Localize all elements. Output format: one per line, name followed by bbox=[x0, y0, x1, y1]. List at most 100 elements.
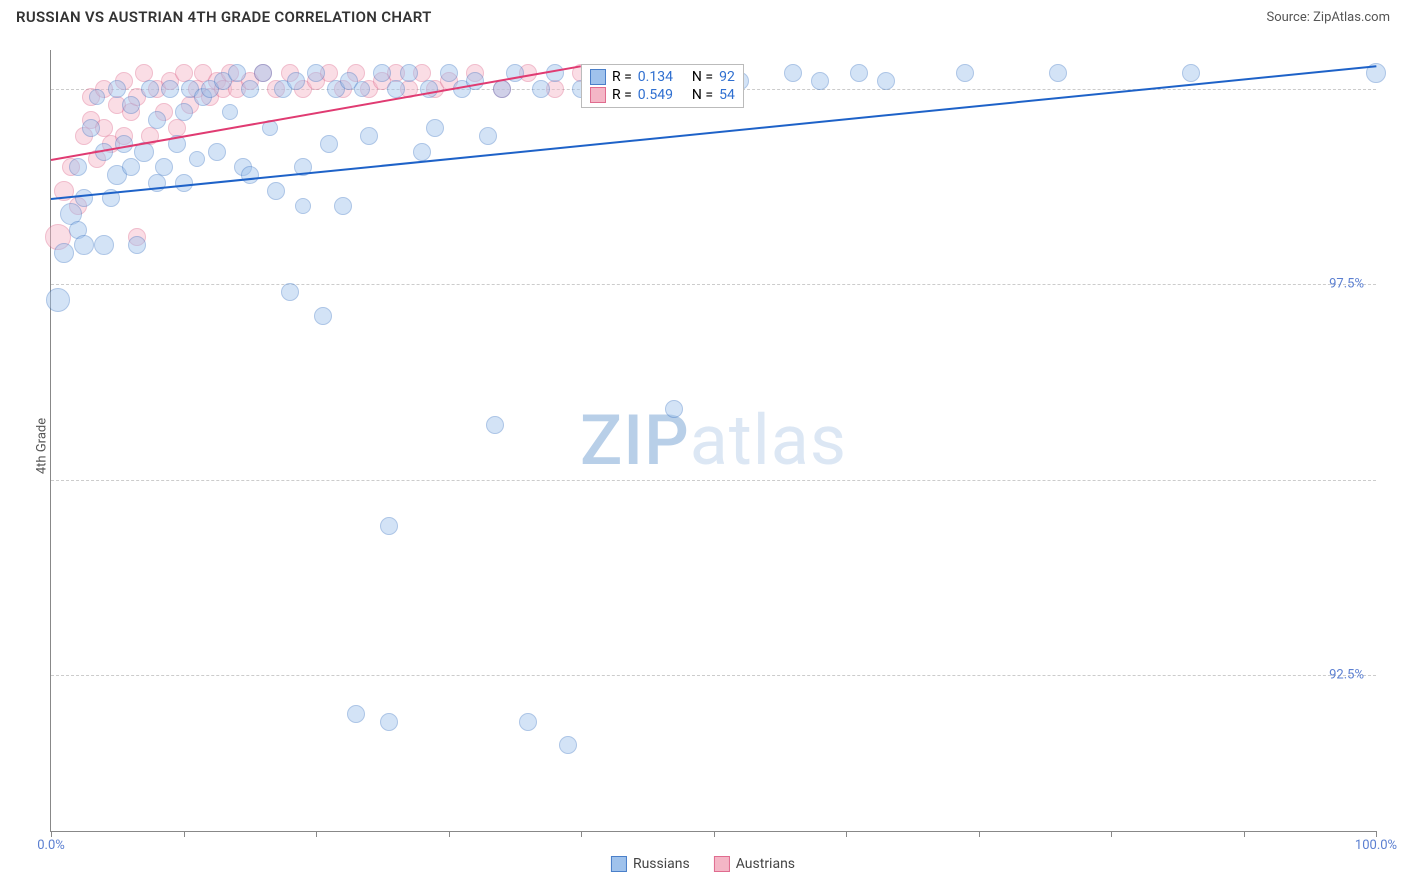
x-tick bbox=[846, 831, 847, 837]
scatter-point-russians bbox=[314, 307, 332, 325]
scatter-point-russians bbox=[241, 166, 259, 184]
scatter-point-russians bbox=[254, 64, 272, 82]
gridline bbox=[51, 480, 1376, 481]
scatter-point-russians bbox=[115, 135, 133, 153]
r-label: R = bbox=[612, 87, 632, 103]
n-label: N = bbox=[692, 87, 713, 103]
scatter-point-russians bbox=[387, 80, 405, 98]
scatter-chart: ZIPatlas 92.5%97.5%0.0%100.0%R = 0.134 N… bbox=[50, 50, 1376, 832]
r-label: R = bbox=[612, 69, 632, 85]
x-tick bbox=[316, 831, 317, 837]
scatter-point-russians bbox=[228, 64, 246, 82]
stats-row-russians: R = 0.134 N = 92 bbox=[590, 69, 735, 85]
scatter-point-russians bbox=[189, 151, 205, 167]
watermark-part2: atlas bbox=[690, 400, 847, 482]
x-tick-label: 0.0% bbox=[37, 838, 65, 853]
y-tick-label: 92.5% bbox=[1329, 667, 1364, 682]
scatter-point-russians bbox=[784, 64, 802, 82]
scatter-point-russians bbox=[175, 103, 193, 121]
scatter-point-russians bbox=[486, 416, 504, 434]
scatter-point-russians bbox=[175, 174, 193, 192]
n-value-russians: 92 bbox=[719, 69, 735, 85]
scatter-point-russians bbox=[267, 182, 285, 200]
y-tick-label: 97.5% bbox=[1329, 277, 1364, 292]
scatter-point-russians bbox=[373, 64, 391, 82]
scatter-point-russians bbox=[850, 64, 868, 82]
scatter-point-russians bbox=[877, 72, 895, 90]
scatter-point-russians bbox=[479, 127, 497, 145]
scatter-point-russians bbox=[89, 89, 105, 105]
scatter-point-russians bbox=[334, 197, 352, 215]
scatter-point-russians bbox=[75, 189, 93, 207]
x-tick bbox=[1111, 831, 1112, 837]
source-label: Source: bbox=[1266, 10, 1313, 25]
x-tick bbox=[1244, 831, 1245, 837]
legend-label-russians: Russians bbox=[633, 856, 690, 872]
scatter-point-russians bbox=[46, 288, 70, 312]
scatter-point-russians bbox=[141, 80, 159, 98]
scatter-point-russians bbox=[426, 119, 444, 137]
scatter-point-russians bbox=[519, 713, 537, 731]
scatter-point-russians bbox=[360, 127, 378, 145]
chart-title: RUSSIAN VS AUSTRIAN 4TH GRADE CORRELATIO… bbox=[16, 8, 432, 26]
scatter-point-russians bbox=[559, 736, 577, 754]
scatter-point-russians bbox=[161, 80, 179, 98]
scatter-point-russians bbox=[380, 713, 398, 731]
scatter-point-russians bbox=[546, 64, 564, 82]
y-axis-label: 4th Grade bbox=[35, 418, 50, 474]
scatter-point-russians bbox=[108, 80, 126, 98]
scatter-point-russians bbox=[532, 80, 550, 98]
scatter-point-russians bbox=[400, 64, 418, 82]
scatter-point-russians bbox=[811, 72, 829, 90]
scatter-point-russians bbox=[69, 158, 87, 176]
stats-row-austrians: R = 0.549 N = 54 bbox=[590, 87, 735, 103]
legend-label-austrians: Austrians bbox=[736, 856, 795, 872]
x-tick bbox=[184, 831, 185, 837]
scatter-point-russians bbox=[222, 104, 238, 120]
scatter-point-russians bbox=[320, 135, 338, 153]
gridline bbox=[51, 284, 1376, 285]
scatter-point-russians bbox=[122, 158, 140, 176]
scatter-point-russians bbox=[1182, 64, 1200, 82]
x-tick bbox=[979, 831, 980, 837]
scatter-point-russians bbox=[956, 64, 974, 82]
x-tick bbox=[1376, 831, 1377, 837]
scatter-point-russians bbox=[1049, 64, 1067, 82]
scatter-point-russians bbox=[413, 143, 431, 161]
watermark: ZIPatlas bbox=[580, 400, 847, 482]
scatter-point-russians bbox=[307, 64, 325, 82]
scatter-point-russians bbox=[54, 243, 74, 263]
x-tick bbox=[581, 831, 582, 837]
scatter-point-russians bbox=[155, 158, 173, 176]
x-tick-label: 100.0% bbox=[1355, 838, 1397, 853]
chart-header: RUSSIAN VS AUSTRIAN 4TH GRADE CORRELATIO… bbox=[0, 0, 1406, 30]
source-value: ZipAtlas.com bbox=[1313, 10, 1390, 25]
x-tick bbox=[51, 831, 52, 837]
scatter-point-russians bbox=[148, 111, 166, 129]
chart-legend: Russians Austrians bbox=[611, 856, 795, 872]
correlation-stats-box: R = 0.134 N = 92R = 0.549 N = 54 bbox=[581, 64, 744, 108]
r-value-austrians: 0.549 bbox=[638, 87, 673, 103]
scatter-point-russians bbox=[440, 64, 458, 82]
scatter-point-russians bbox=[354, 81, 370, 97]
scatter-point-russians bbox=[287, 72, 305, 90]
scatter-point-russians bbox=[347, 705, 365, 723]
legend-item-austrians: Austrians bbox=[714, 856, 795, 872]
scatter-point-russians bbox=[665, 400, 683, 418]
scatter-point-russians bbox=[281, 283, 299, 301]
scatter-point-russians bbox=[122, 96, 140, 114]
gridline bbox=[51, 675, 1376, 676]
x-tick bbox=[449, 831, 450, 837]
scatter-point-russians bbox=[128, 236, 146, 254]
n-value-austrians: 54 bbox=[719, 87, 735, 103]
r-value-russians: 0.134 bbox=[638, 69, 673, 85]
scatter-point-russians bbox=[82, 119, 100, 137]
scatter-point-russians bbox=[466, 72, 484, 90]
scatter-point-russians bbox=[295, 198, 311, 214]
n-label: N = bbox=[692, 69, 713, 85]
scatter-point-russians bbox=[74, 235, 94, 255]
stats-swatch-russians bbox=[590, 69, 606, 85]
stats-swatch-austrians bbox=[590, 87, 606, 103]
scatter-point-russians bbox=[493, 80, 511, 98]
scatter-point-russians bbox=[380, 517, 398, 535]
